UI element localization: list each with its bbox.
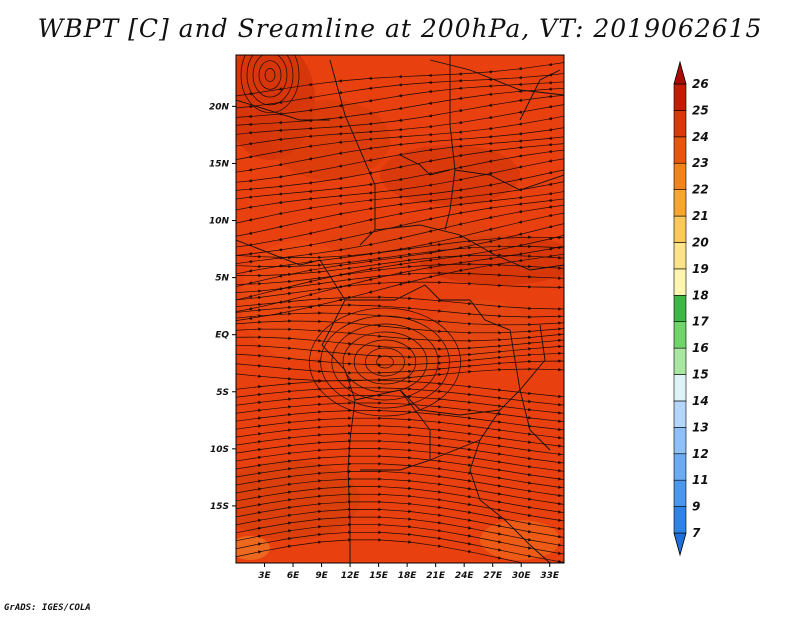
colorbar-label: 26: [692, 77, 709, 91]
lat-tick-label: 20N: [209, 102, 230, 112]
country-border: [236, 99, 330, 121]
colorbar-segment: [673, 427, 687, 455]
lon-tick-label: 21E: [426, 571, 446, 581]
vortex-streamline: [365, 347, 405, 377]
country-border: [469, 329, 551, 563]
vortex-streamline: [252, 55, 288, 98]
colorbar-max-triangle: [673, 60, 687, 85]
colorbar-label: 17: [692, 315, 709, 329]
colorbar: 7 9 11 12 13 14 15 16 17 18 19 20 21 22 23 24 25 26: [673, 60, 709, 557]
country-border: [429, 439, 481, 461]
colorbar-label: 21: [692, 209, 709, 223]
lon-tick-label: 33E: [540, 571, 560, 581]
country-border: [354, 389, 431, 471]
colorbar-label: 12: [692, 447, 709, 461]
colorbar-label: 20: [692, 235, 709, 249]
colorbar-label: 14: [692, 394, 709, 408]
colorbar-label: 15: [692, 368, 709, 382]
lat-tick-label: 5S: [216, 388, 229, 398]
colorbar-segment: [673, 189, 687, 217]
streamline: [236, 280, 564, 301]
colorbar-segment: [673, 83, 687, 111]
colorbar-segment: [673, 215, 687, 243]
colorbar-label: 13: [692, 420, 709, 434]
vortex-streamline: [264, 68, 276, 82]
lon-tick-label: 30E: [512, 571, 532, 581]
country-border: [519, 324, 551, 451]
colorbar-segment: [673, 506, 687, 534]
colorbar-label: 16: [692, 341, 709, 355]
lat-tick-label: 10N: [209, 217, 230, 227]
vortex-streamline: [331, 323, 439, 401]
vortex-streamline: [320, 315, 450, 409]
country-border: [329, 59, 376, 246]
field-patch: [380, 145, 520, 205]
streamline: [236, 538, 562, 563]
field-patch: [430, 300, 530, 360]
colorbar-label: 11: [692, 473, 709, 487]
colorbar-segment: [673, 347, 687, 375]
vortex-streamline: [246, 55, 294, 106]
lat-tick-label: 5N: [215, 274, 229, 284]
colorbar-label: 24: [692, 130, 709, 144]
lat-tick-label: EQ: [215, 331, 229, 341]
lat-tick-label: 10S: [210, 445, 229, 455]
colorbar-segment: [673, 400, 687, 428]
lon-tick-label: 15E: [369, 571, 389, 581]
lon-tick-label: 27E: [483, 571, 503, 581]
vortex-streamline: [258, 60, 282, 90]
colorbar-segment: [673, 453, 687, 481]
colorbar-label: 7: [692, 526, 701, 540]
country-border: [374, 224, 564, 271]
colorbar-label: 9: [692, 500, 700, 514]
country-border: [519, 69, 561, 121]
vortex-streamline: [309, 307, 461, 417]
colorbar-segment: [673, 294, 687, 323]
colorbar-segment: [673, 374, 687, 402]
chart-title: WBPT [C] and Sreamline at 200hPa, VT: 20…: [37, 14, 763, 43]
grads-credit: GrADS: IGES/COLA: [4, 603, 91, 613]
vortex-streamline: [342, 331, 428, 393]
lat-tick-label: 15S: [210, 502, 229, 512]
country-border: [454, 169, 564, 191]
colorbar-label: 19: [692, 262, 709, 276]
colorbar-segment: [673, 321, 687, 349]
colorbar-segment: [673, 242, 687, 270]
vortex-streamline: [376, 355, 394, 369]
country-border: [399, 154, 451, 176]
country-border: [236, 239, 356, 563]
colorbar-segment: [673, 110, 687, 138]
colorbar-segment: [673, 268, 687, 296]
country-border: [345, 284, 511, 331]
colorbar-label: 18: [692, 288, 709, 302]
colorbar-min-triangle: [673, 532, 687, 557]
vortex-streamline: [240, 55, 300, 114]
colorbar-label: 25: [692, 103, 709, 117]
lon-tick-label: 6E: [287, 571, 300, 581]
map-frame: [235, 54, 565, 564]
lat-tick-label: 15N: [209, 159, 230, 169]
lon-tick-label: 12E: [341, 571, 361, 581]
colorbar-segment: [673, 136, 687, 164]
colorbar-label: 22: [692, 183, 709, 197]
lon-tick-label: 24E: [455, 571, 475, 581]
colorbar-label: 23: [692, 156, 709, 170]
country-border: [399, 389, 501, 416]
streamlines: [236, 55, 564, 563]
axis-ticks: 3E 6E 9E 12E 15E 18E 21E 24E 27E 30E 33E 20N 15N 10N 5…: [209, 102, 560, 581]
country-border: [429, 59, 564, 96]
country-borders: [236, 55, 564, 563]
vortex-streamline: [353, 339, 417, 385]
wbpt-field: [236, 55, 564, 563]
colorbar-segment: [673, 479, 687, 507]
colorbar-segment: [673, 162, 687, 190]
lon-tick-label: 18E: [398, 571, 418, 581]
lon-tick-label: 3E: [258, 571, 271, 581]
lon-tick-label: 9E: [315, 571, 328, 581]
